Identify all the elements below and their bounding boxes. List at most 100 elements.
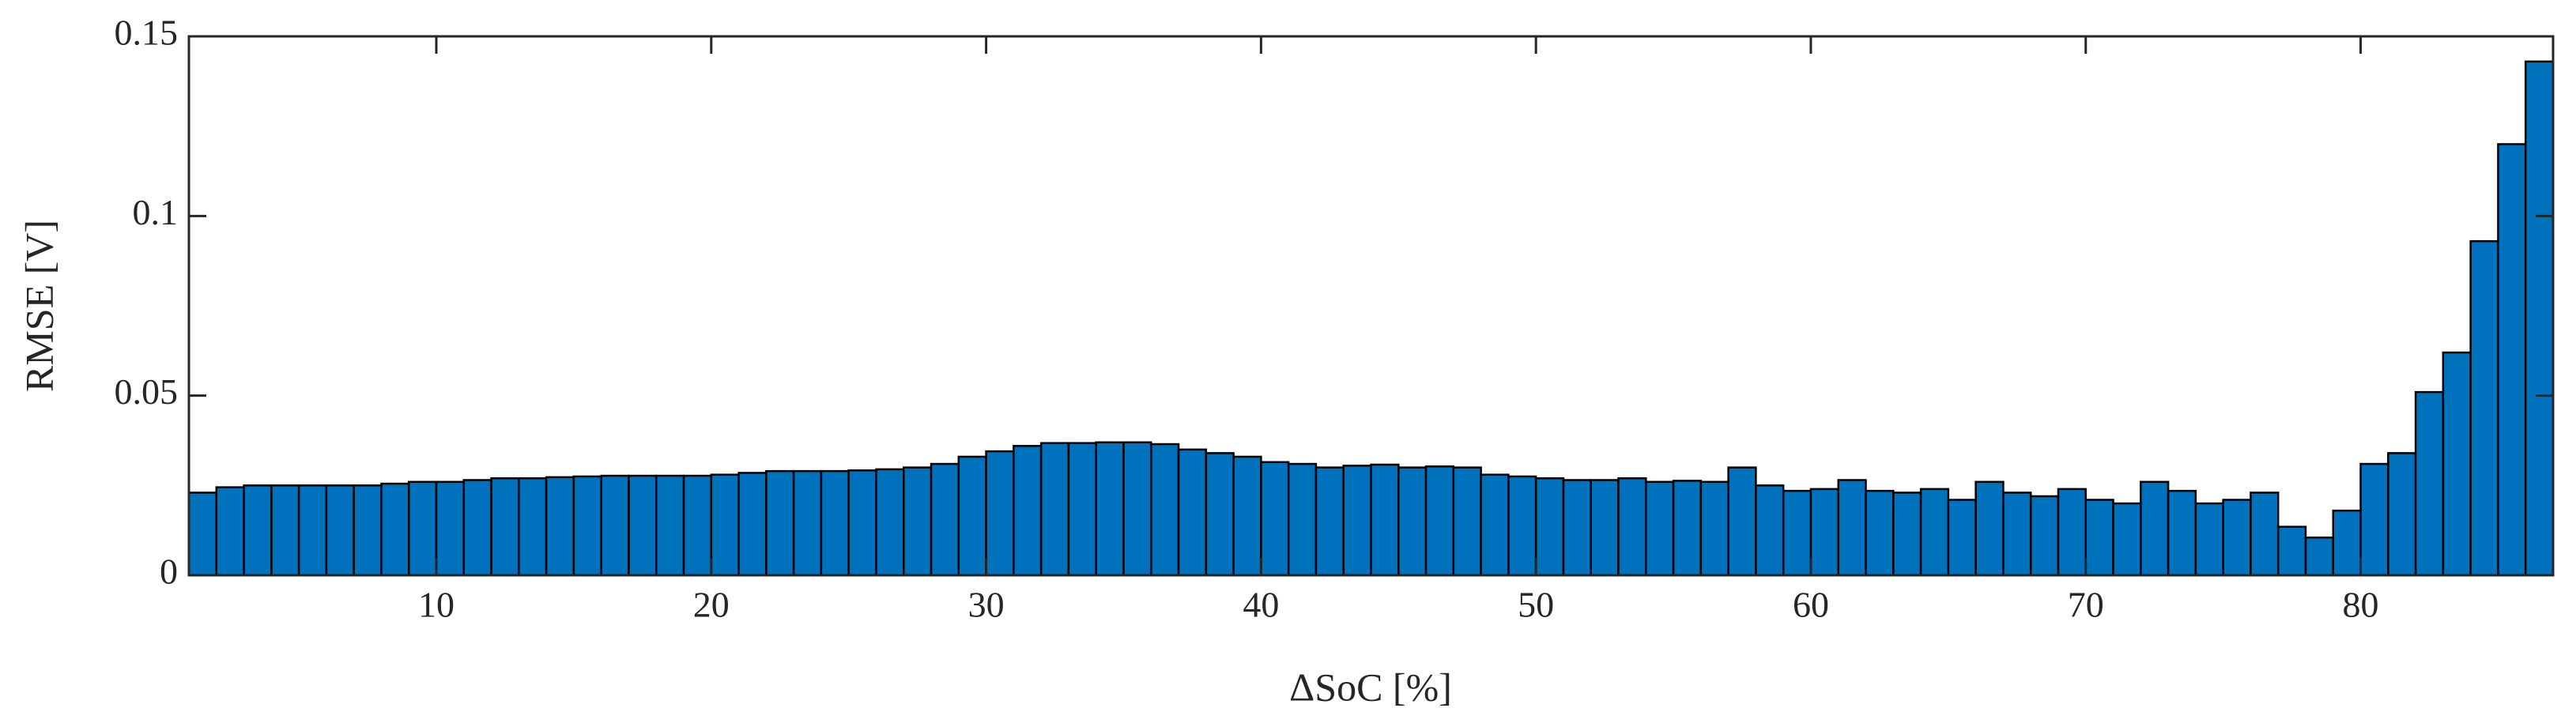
bar xyxy=(1424,465,1455,577)
x-tick-label: 30 xyxy=(968,585,1005,625)
bar xyxy=(2029,495,2060,577)
bar xyxy=(2222,499,2252,577)
bar xyxy=(1809,488,1839,577)
y-tick-label: 0.05 xyxy=(115,371,179,412)
bar xyxy=(1095,441,1125,577)
bar xyxy=(1013,445,1043,577)
bar xyxy=(2524,60,2555,577)
bar xyxy=(325,484,355,577)
bar xyxy=(957,455,987,577)
y-axis-label: RMSE [V] xyxy=(17,220,61,392)
bar xyxy=(1837,479,1867,577)
bar xyxy=(1672,480,1703,577)
x-tick-label: 20 xyxy=(693,585,730,625)
bar xyxy=(600,474,630,577)
bar xyxy=(1260,461,1290,577)
bar xyxy=(1755,484,1785,577)
bar xyxy=(545,476,575,577)
bar xyxy=(903,466,933,577)
bar xyxy=(380,482,410,577)
bar xyxy=(215,486,245,577)
bar xyxy=(1974,480,2005,577)
bar xyxy=(2112,502,2142,577)
bar xyxy=(2002,492,2032,577)
bar xyxy=(875,468,905,577)
bar xyxy=(628,474,658,577)
x-tick-label: 70 xyxy=(2068,585,2104,625)
bar xyxy=(847,469,877,577)
bar xyxy=(1039,442,1070,577)
bar xyxy=(2469,239,2499,577)
bar xyxy=(710,473,740,577)
bar xyxy=(2359,462,2389,577)
bar xyxy=(1645,480,1675,577)
bar xyxy=(1177,448,1208,577)
bar xyxy=(2414,390,2445,577)
bar xyxy=(2084,499,2114,577)
bar xyxy=(1507,475,1537,577)
bar xyxy=(187,492,218,577)
bar xyxy=(1342,465,1372,577)
bar xyxy=(1232,455,1262,577)
x-tick-label: 80 xyxy=(2343,585,2379,625)
bar xyxy=(2497,143,2527,577)
bar xyxy=(792,469,823,577)
bar xyxy=(572,475,602,577)
bar xyxy=(2140,480,2170,577)
bar xyxy=(1314,466,1345,577)
bar xyxy=(682,474,713,577)
bar xyxy=(1397,466,1428,577)
bar xyxy=(1617,477,1647,577)
bar xyxy=(435,480,466,577)
bar xyxy=(407,480,438,577)
bar xyxy=(1947,499,1977,577)
bar xyxy=(737,472,768,577)
x-tick-label: 40 xyxy=(1243,585,1279,625)
bar xyxy=(1562,479,1592,577)
bar xyxy=(1727,466,1757,577)
y-tick-label: 0 xyxy=(160,552,178,592)
plot-frame xyxy=(187,35,2555,577)
bar xyxy=(930,462,960,577)
bar xyxy=(820,469,850,577)
bar xyxy=(1534,477,1565,577)
bar xyxy=(1452,466,1482,577)
bar xyxy=(1067,442,1097,577)
y-tick-label: 0.1 xyxy=(133,192,179,232)
bar xyxy=(2332,509,2362,577)
bar xyxy=(490,477,520,577)
bar xyxy=(1699,480,1729,577)
bar xyxy=(1480,473,1510,577)
bar xyxy=(2387,452,2417,577)
bar xyxy=(1150,443,1180,577)
bar xyxy=(765,469,795,577)
bar xyxy=(2167,489,2197,577)
bar xyxy=(2250,492,2280,577)
bar xyxy=(1590,479,1620,577)
bar xyxy=(1865,489,1895,577)
x-tick-label: 50 xyxy=(1518,585,1554,625)
bar xyxy=(297,484,328,577)
bar xyxy=(243,484,273,577)
x-tick-label: 60 xyxy=(1793,585,1829,625)
bar xyxy=(1892,492,1922,577)
bar xyxy=(2057,488,2088,577)
bar xyxy=(2194,502,2224,577)
bar xyxy=(654,474,685,577)
bar xyxy=(462,479,492,577)
bar xyxy=(2276,525,2307,577)
bar xyxy=(2304,537,2335,577)
bar xyxy=(1122,441,1152,577)
bar xyxy=(1370,463,1400,577)
y-tick-label: 0.15 xyxy=(115,13,179,53)
bar xyxy=(985,450,1015,577)
bar xyxy=(353,484,383,577)
bar xyxy=(1205,452,1235,577)
x-axis-label: ΔSoC [%] xyxy=(1289,665,1452,709)
bar xyxy=(1287,462,1318,577)
x-tick-label: 10 xyxy=(418,585,454,625)
bar xyxy=(1782,489,1812,577)
bar xyxy=(1919,488,1950,577)
bar xyxy=(518,477,548,577)
